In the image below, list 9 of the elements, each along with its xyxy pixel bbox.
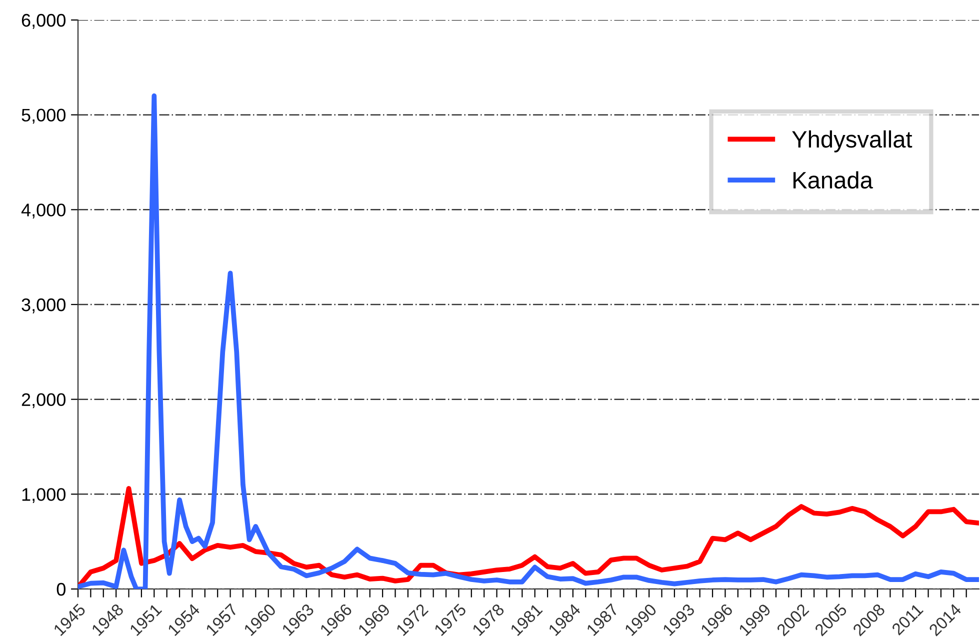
y-tick-label: 2,000 xyxy=(22,393,66,408)
y-tick-label: 1,000 xyxy=(22,488,66,504)
legend-label: Kanada xyxy=(793,171,873,189)
y-tick-label: 3,000 xyxy=(22,298,66,314)
y-tick-label: 6,000 xyxy=(22,14,66,29)
y-tick-label: 0 xyxy=(56,582,66,596)
y-tick-label: 4,000 xyxy=(21,204,66,219)
y-tick-label: 5,000 xyxy=(22,108,66,124)
legend-label: Yhdysvallat xyxy=(792,130,912,152)
